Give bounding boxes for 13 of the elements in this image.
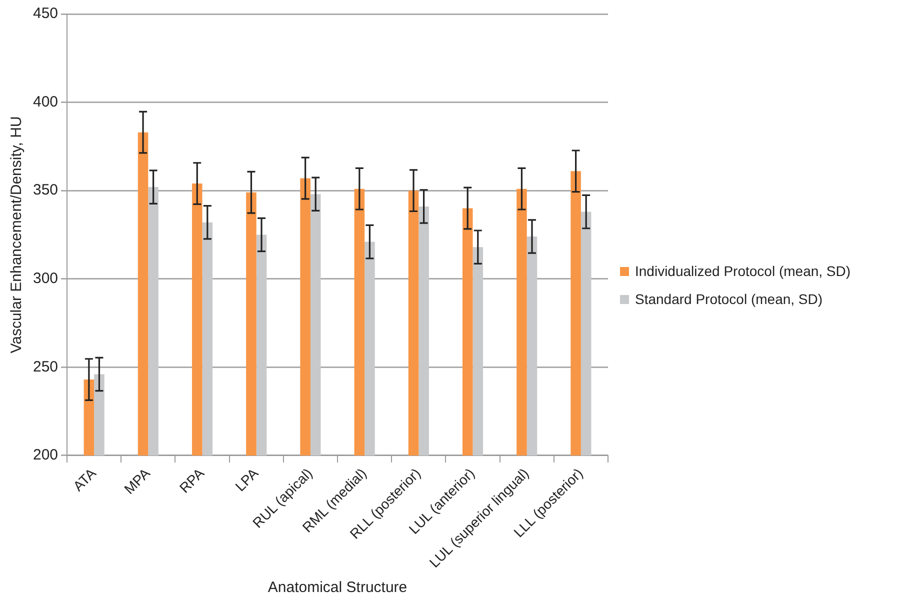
- x-tick-label: RPA: [176, 464, 208, 496]
- x-axis-title: Anatomical Structure: [268, 579, 408, 596]
- y-tick-label: 200: [32, 446, 58, 464]
- legend-label: Individualized Protocol (mean, SD): [635, 263, 851, 279]
- x-tick-label: LPA: [232, 464, 262, 494]
- y-axis-title: Vascular Enhancement/Density, HU: [8, 116, 26, 354]
- legend-label: Standard Protocol (mean, SD): [635, 291, 823, 307]
- y-tick-label: 400: [32, 93, 58, 110]
- y-tick-label: 350: [32, 182, 58, 199]
- y-tick-label: 450: [32, 5, 58, 22]
- x-tick-label: ATA: [70, 464, 100, 494]
- y-tick-label: 300: [32, 270, 58, 288]
- y-tick-label: 250: [32, 358, 58, 376]
